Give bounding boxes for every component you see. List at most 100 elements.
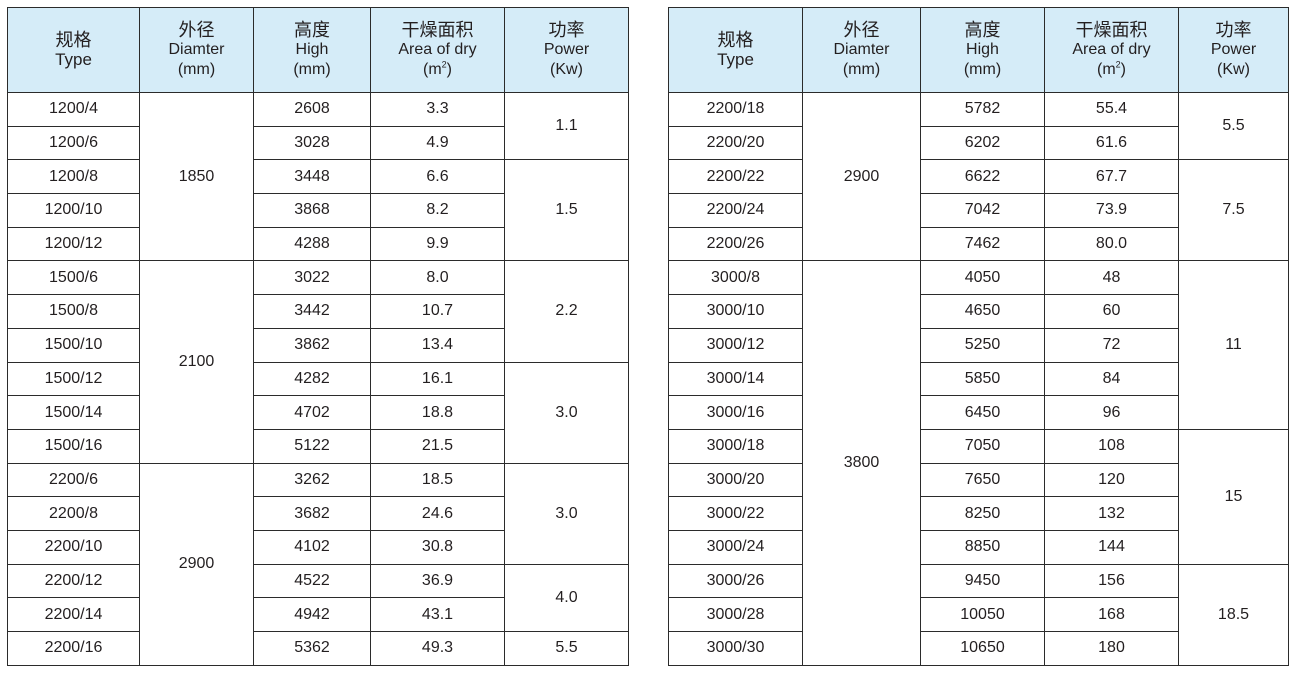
height-cell: 3442 [253, 294, 371, 329]
height-cell: 5362 [253, 631, 371, 666]
area-cell: 13.4 [370, 327, 505, 363]
type-cell: 2200/12 [7, 563, 140, 599]
height-cell: 10050 [920, 597, 1045, 632]
height-cell: 3862 [253, 327, 371, 363]
table-row: 2200/8 3682 24.6 [7, 496, 629, 531]
power-cell: 3.0 [504, 361, 629, 464]
power-cell: 7.5 [1178, 159, 1289, 262]
height-cell: 4288 [253, 226, 371, 262]
area-cell: 24.6 [370, 496, 505, 531]
table-row: 3000/30 10650 180 [668, 631, 1289, 666]
table-row: 3000/12 5250 72 [668, 327, 1289, 363]
height-cell: 10650 [920, 631, 1045, 666]
area-cell: 67.7 [1044, 159, 1179, 195]
table-row: 2200/20 6202 61.6 [668, 125, 1289, 161]
power-cell: 11 [1178, 260, 1289, 430]
height-cell: 7042 [920, 193, 1045, 228]
type-cell: 1500/6 [7, 260, 140, 296]
power-cell: 4.0 [504, 563, 629, 633]
area-cell: 55.4 [1044, 92, 1179, 127]
type-cell: 2200/20 [668, 125, 803, 161]
power-cell: 2.2 [504, 260, 629, 363]
power-cell: 1.5 [504, 159, 629, 262]
table-row: 1500/12 4282 16.1 3.0 [7, 361, 629, 464]
area-cell: 49.3 [370, 631, 505, 666]
header-area: 干燥面积 Area of dry (m2) [370, 7, 505, 93]
table-row: 2200/12 4522 36.9 4.0 [7, 563, 629, 633]
header-type: 规格 Type [668, 7, 803, 93]
table-row: 1200/8 3448 6.6 1.5 [7, 159, 629, 262]
table-row: 3000/22 8250 132 [668, 496, 1289, 531]
table-row: 3000/26 9450 156 18.5 [668, 563, 1289, 666]
type-cell: 1200/6 [7, 125, 140, 161]
height-cell: 3028 [253, 125, 371, 161]
height-cell: 2608 [253, 92, 371, 127]
power-cell: 5.5 [1178, 91, 1289, 161]
type-cell: 3000/14 [668, 361, 803, 397]
type-cell: 1200/4 [7, 92, 140, 127]
table-row: 2200/14 4942 43.1 [7, 597, 629, 632]
type-cell: 1200/10 [7, 193, 140, 228]
height-cell: 5250 [920, 327, 1045, 363]
height-cell: 3868 [253, 193, 371, 228]
type-cell: 3000/22 [668, 496, 803, 531]
table-row: 1200/12 4288 9.9 [7, 226, 629, 262]
height-cell: 6622 [920, 159, 1045, 195]
height-cell: 3022 [253, 260, 371, 296]
height-cell: 6202 [920, 125, 1045, 161]
diameter-cell: 1850 [139, 91, 254, 262]
header-power: 功率 Power (Kw) [504, 7, 629, 93]
type-cell: 1500/10 [7, 327, 140, 363]
header-type: 规格 Type [7, 7, 140, 93]
table-row: 2200/6 2900 3262 18.5 3.0 [7, 462, 629, 666]
height-cell: 4650 [920, 294, 1045, 329]
area-cell: 8.2 [370, 193, 505, 228]
type-cell: 2200/22 [668, 159, 803, 195]
table-row: 3000/18 7050 108 15 [668, 428, 1289, 565]
type-cell: 2200/24 [668, 193, 803, 228]
area-cell: 48 [1044, 260, 1179, 296]
diameter-cell: 2900 [802, 91, 921, 262]
table-row: 2200/18 2900 5782 55.4 5.5 [668, 91, 1289, 262]
type-cell: 2200/10 [7, 529, 140, 565]
type-cell: 1200/8 [7, 159, 140, 195]
power-cell: 1.1 [504, 91, 629, 161]
height-cell: 4050 [920, 260, 1045, 296]
area-cell: 3.3 [370, 92, 505, 127]
area-cell: 80.0 [1044, 226, 1179, 262]
spec-table-left: 规格 Type 外径 Diamter (mm) 高度 High (mm) 干燥面积 Area… [7, 7, 629, 666]
type-cell: 1500/16 [7, 428, 140, 464]
area-cell: 108 [1044, 428, 1179, 464]
diameter-cell: 2100 [139, 260, 254, 464]
table-row: 1500/14 4702 18.8 [7, 395, 629, 430]
power-cell: 5.5 [504, 631, 629, 666]
area-cell: 8.0 [370, 260, 505, 296]
type-cell: 1500/8 [7, 294, 140, 329]
area-cell: 168 [1044, 597, 1179, 632]
table-row: 1500/16 5122 21.5 [7, 428, 629, 464]
table-row: 1500/6 2100 3022 8.0 2.2 [7, 260, 629, 464]
type-cell: 2200/26 [668, 226, 803, 262]
area-cell: 132 [1044, 496, 1179, 531]
header-row: 规格 Type 外径 Diamter (mm) 高度 High (mm) 干燥面积 Area… [7, 7, 629, 93]
table-row: 1200/10 3868 8.2 [7, 193, 629, 228]
power-cell: 3.0 [504, 462, 629, 565]
table-row: 3000/24 8850 144 [668, 529, 1289, 565]
header-area: 干燥面积 Area of dry (m2) [1044, 7, 1179, 93]
type-cell: 1500/14 [7, 395, 140, 430]
type-cell: 3000/24 [668, 529, 803, 565]
type-cell: 3000/30 [668, 631, 803, 666]
table-row: 1200/6 3028 4.9 [7, 125, 629, 161]
table-row: 2200/10 4102 30.8 [7, 529, 629, 565]
height-cell: 9450 [920, 563, 1045, 599]
type-cell: 1200/12 [7, 226, 140, 262]
height-cell: 5122 [253, 428, 371, 464]
spec-table-right: 规格 Type 外径 Diamter (mm) 高度 High (mm) 干燥面积 Area… [668, 7, 1289, 666]
area-cell: 21.5 [370, 428, 505, 464]
type-cell: 3000/26 [668, 563, 803, 599]
table-row: 3000/8 3800 4050 48 11 [668, 260, 1289, 666]
header-diameter: 外径 Diamter (mm) [139, 7, 254, 93]
area-cell: 4.9 [370, 125, 505, 161]
height-cell: 7650 [920, 462, 1045, 498]
header-diameter: 外径 Diamter (mm) [802, 7, 921, 93]
